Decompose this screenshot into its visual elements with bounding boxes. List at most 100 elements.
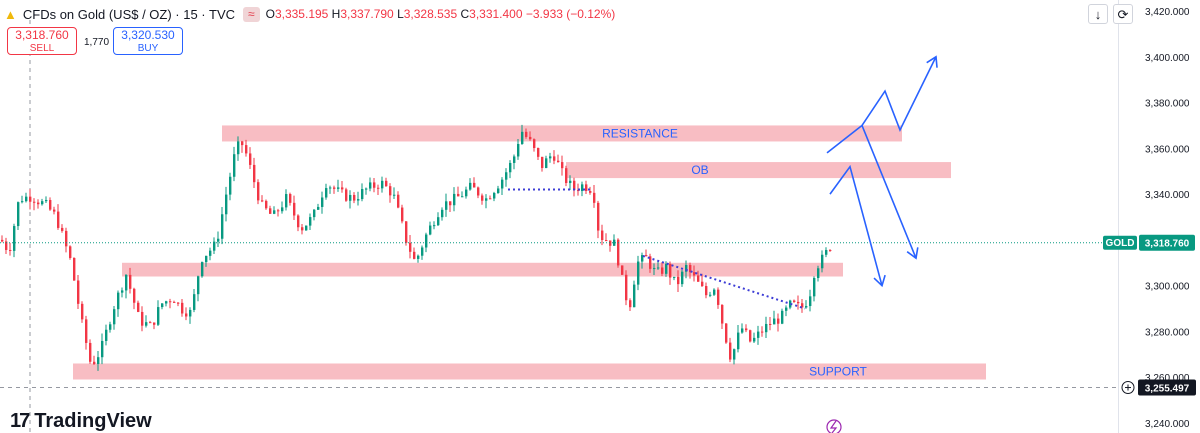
candle-body: [181, 302, 184, 314]
candle-body: [257, 182, 260, 201]
candle-body: [381, 180, 384, 189]
candle-body: [453, 193, 456, 206]
y-tick-label: 3,300.000: [1145, 282, 1190, 293]
candle-body: [601, 230, 604, 241]
candle-body: [641, 255, 644, 262]
candle-body: [169, 301, 172, 303]
download-icon[interactable]: ↓: [1088, 4, 1108, 24]
candle-body: [141, 311, 144, 326]
candle-body: [217, 238, 220, 242]
candle-body: [793, 300, 796, 302]
candle-body: [49, 199, 52, 210]
candle-body: [193, 294, 196, 310]
ohlc-value: −3.933 (−0.12%): [525, 7, 616, 21]
refresh-icon[interactable]: ⟳: [1113, 4, 1133, 24]
candle-body: [829, 250, 832, 252]
ohlc-key: C: [457, 7, 470, 21]
dotted-trendline: [642, 254, 806, 310]
ohlc-value: 3,335.195: [274, 7, 329, 21]
candle-body: [361, 189, 364, 200]
candle-body: [781, 310, 784, 324]
candle-body: [393, 194, 396, 196]
candle-body: [517, 143, 520, 157]
sell-label: SELL: [29, 43, 55, 54]
y-tick-label: 3,280.000: [1145, 327, 1190, 338]
buy-button[interactable]: 3,320.530 BUY: [113, 27, 183, 55]
candle-body: [341, 187, 344, 190]
candle-body: [573, 180, 576, 191]
candle-body: [769, 323, 772, 325]
candle-body: [545, 158, 548, 168]
projection-arrow: [861, 125, 917, 259]
candle-body: [285, 194, 288, 208]
candle-body: [461, 196, 464, 198]
candle-body: [369, 182, 372, 189]
candle-body: [553, 156, 556, 161]
ohlc-readout: O3,335.195 H3,337.790 L3,328.535 C3,331.…: [266, 7, 616, 21]
y-tick-label: 3,240.000: [1145, 419, 1190, 430]
candle-body: [353, 194, 356, 201]
candle-body: [253, 164, 256, 183]
candle-body: [533, 139, 536, 149]
candle-body: [65, 230, 68, 247]
y-tick-label: 3,380.000: [1145, 99, 1190, 110]
candle-body: [597, 202, 600, 231]
buy-price: 3,320.530: [121, 28, 175, 42]
symbol-tag: [1103, 235, 1137, 250]
candle-body: [325, 188, 328, 198]
candle-body: [417, 255, 420, 259]
candle-body: [173, 301, 176, 303]
candle-body: [209, 250, 212, 256]
candle-body: [617, 239, 620, 266]
candle-body: [21, 201, 24, 203]
candle-body: [521, 131, 524, 144]
ohlc-value: 3,331.400: [469, 7, 523, 21]
candle-body: [69, 246, 72, 258]
candle-body: [121, 290, 124, 293]
candle-body: [613, 239, 616, 246]
symbol-title[interactable]: CFDs on Gold (US$ / OZ) · 15 · TVC: [22, 6, 236, 22]
candle-body: [185, 313, 188, 317]
candle-body: [441, 209, 444, 218]
buy-label: BUY: [137, 43, 159, 54]
candle-body: [33, 201, 36, 203]
candle-body: [749, 330, 752, 342]
candle-body: [773, 318, 776, 325]
approx-badge[interactable]: ≈: [243, 6, 260, 22]
candle-body: [753, 337, 756, 342]
candle-body: [337, 187, 340, 189]
zone-resistance: [222, 125, 902, 142]
candle-body: [17, 202, 20, 227]
candle-body: [405, 221, 408, 243]
candle-body: [329, 187, 332, 189]
candle-body: [757, 331, 760, 338]
candle-body: [277, 210, 280, 212]
tradingview-logo[interactable]: 17 TradingView: [10, 410, 152, 433]
candle-body: [317, 206, 320, 210]
zone-label-ob: OB: [691, 163, 708, 177]
candle-body: [349, 194, 352, 201]
candle-body: [557, 160, 560, 163]
candle-body: [625, 274, 628, 301]
candle-body: [109, 324, 112, 330]
candle-body: [777, 318, 780, 324]
candle-body: [357, 199, 360, 201]
candle-body: [177, 302, 180, 304]
ohlc-value: 3,328.535: [403, 7, 458, 21]
candle-body: [529, 136, 532, 140]
candle-body: [133, 288, 136, 303]
sell-price: 3,318.760: [15, 28, 69, 42]
candle-body: [157, 307, 160, 325]
candle-body: [229, 176, 232, 195]
candle-body: [413, 251, 416, 259]
ohlc-key: O: [265, 7, 275, 21]
y-tick-label: 3,420.000: [1145, 7, 1190, 18]
candle-body: [273, 210, 276, 214]
sell-button[interactable]: 3,318.760 SELL: [7, 27, 77, 55]
candle-body: [117, 292, 120, 310]
candle-body: [93, 361, 96, 364]
tradingview-logo-mark: 17: [10, 410, 30, 432]
candle-body: [85, 319, 88, 343]
candle-body: [53, 209, 56, 212]
